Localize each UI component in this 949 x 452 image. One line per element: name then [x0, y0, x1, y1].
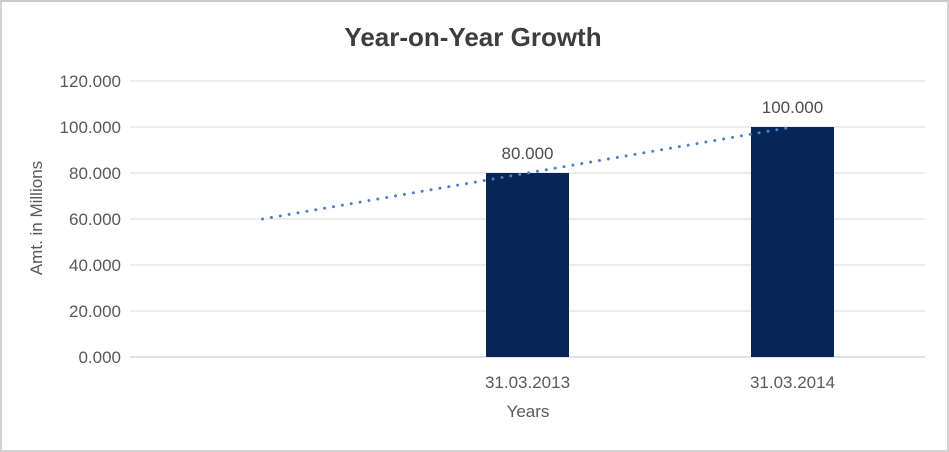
x-category-label: 31.03.2013: [485, 373, 570, 392]
trendline: [261, 125, 794, 221]
bar-data-label: 80.000: [502, 144, 554, 163]
y-tick-label: 120.000: [60, 72, 121, 91]
y-tick-label: 80.000: [69, 164, 121, 183]
x-category-label: 31.03.2014: [750, 373, 835, 392]
y-tick-label: 100.000: [60, 118, 121, 137]
y-tick-label: 0.000: [78, 348, 121, 367]
labels-layer: 0.000 20.000 40.000 60.000 80.000 100.000 120.…: [60, 72, 836, 392]
trendline-layer: [261, 125, 794, 221]
bars-layer: [486, 127, 834, 357]
bar: [486, 173, 569, 357]
y-tick-label: 60.000: [69, 210, 121, 229]
y-axis-title: Amt. in Millions: [27, 161, 46, 275]
bar: [751, 127, 834, 357]
x-axis-title: Years: [507, 402, 550, 421]
y-tick-label: 40.000: [69, 256, 121, 275]
bar-data-label: 100.000: [762, 98, 823, 117]
chart-title: Year-on-Year Growth: [344, 22, 601, 52]
y-tick-label: 20.000: [69, 302, 121, 321]
